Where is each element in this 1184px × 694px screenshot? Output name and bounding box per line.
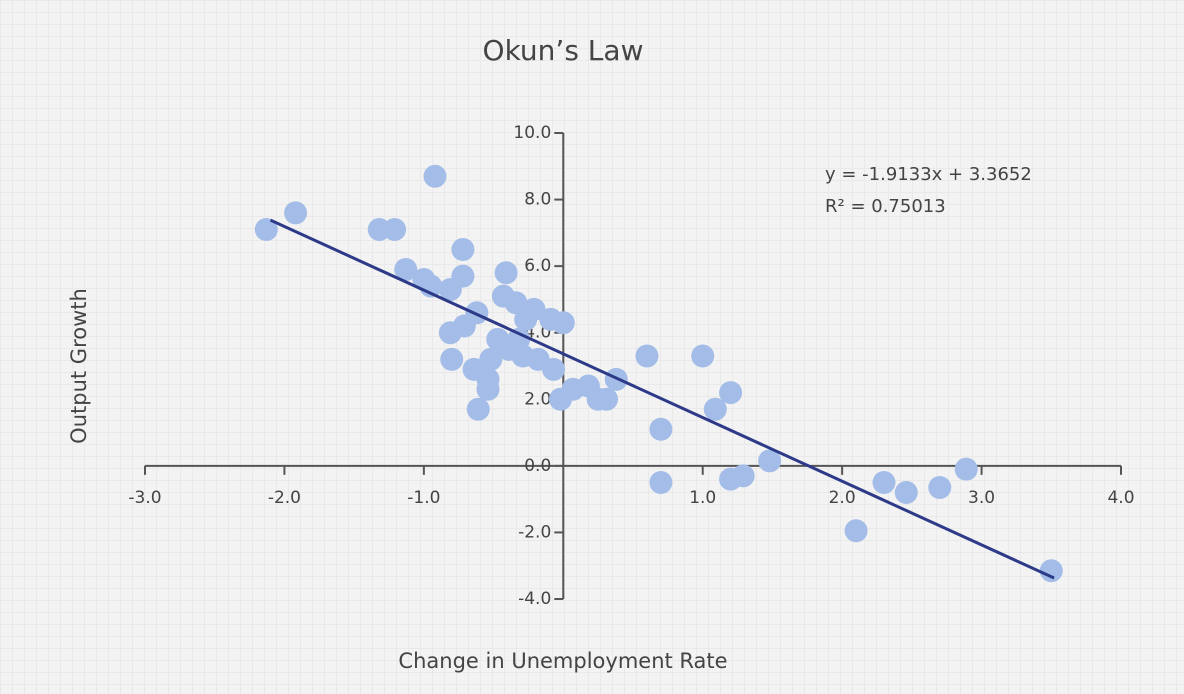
point [254, 218, 278, 242]
point [719, 381, 743, 405]
x-tick-label: -1.0 [407, 488, 440, 508]
x-tick-label: 3.0 [968, 488, 995, 508]
point [703, 397, 727, 421]
x-tick-label: 4.0 [1107, 488, 1134, 508]
point [284, 201, 308, 225]
point [394, 257, 418, 281]
x-axis-label: Change in Unemployment Rate [398, 649, 727, 673]
point [691, 344, 715, 368]
point [476, 377, 500, 401]
point [514, 307, 538, 331]
point [423, 164, 447, 188]
point [928, 475, 952, 499]
point [844, 519, 868, 543]
point [507, 327, 531, 351]
point [438, 277, 462, 301]
y-tick-label: 10.0 [513, 123, 551, 143]
y-tick-label: -2.0 [518, 522, 551, 542]
y-tick-label: 0.0 [524, 456, 551, 476]
point [894, 480, 918, 504]
x-tick-label: 1.0 [689, 488, 716, 508]
r-squared: R² = 0.75013 [825, 196, 946, 217]
point [451, 238, 475, 261]
point [494, 261, 518, 285]
point [438, 321, 462, 345]
x-tick-label: -2.0 [268, 488, 301, 508]
chart-title: Okun’s Law [483, 34, 644, 67]
point [649, 471, 673, 494]
point [466, 397, 490, 421]
x-tick-label: 2.0 [829, 488, 856, 508]
y-tick-label: 6.0 [524, 256, 551, 276]
y-tick-label: 8.0 [524, 190, 551, 210]
y-axis-label: Output Growth [67, 288, 91, 444]
point [731, 464, 755, 488]
point [635, 344, 659, 368]
point [758, 449, 782, 473]
point [504, 291, 528, 315]
point [954, 457, 978, 481]
equation: y = -1.9133x + 3.3652 [825, 164, 1032, 185]
point [872, 471, 896, 494]
y-tick-label: 2.0 [524, 389, 551, 409]
point [1039, 559, 1063, 583]
point [542, 357, 566, 381]
point [479, 347, 503, 371]
point [649, 417, 673, 441]
y-tick-label: -4.0 [518, 589, 551, 609]
trendline [269, 218, 1055, 580]
x-tick-label: -3.0 [128, 488, 161, 508]
point [383, 218, 407, 242]
point [595, 387, 619, 411]
point [551, 311, 575, 335]
point [440, 347, 464, 371]
